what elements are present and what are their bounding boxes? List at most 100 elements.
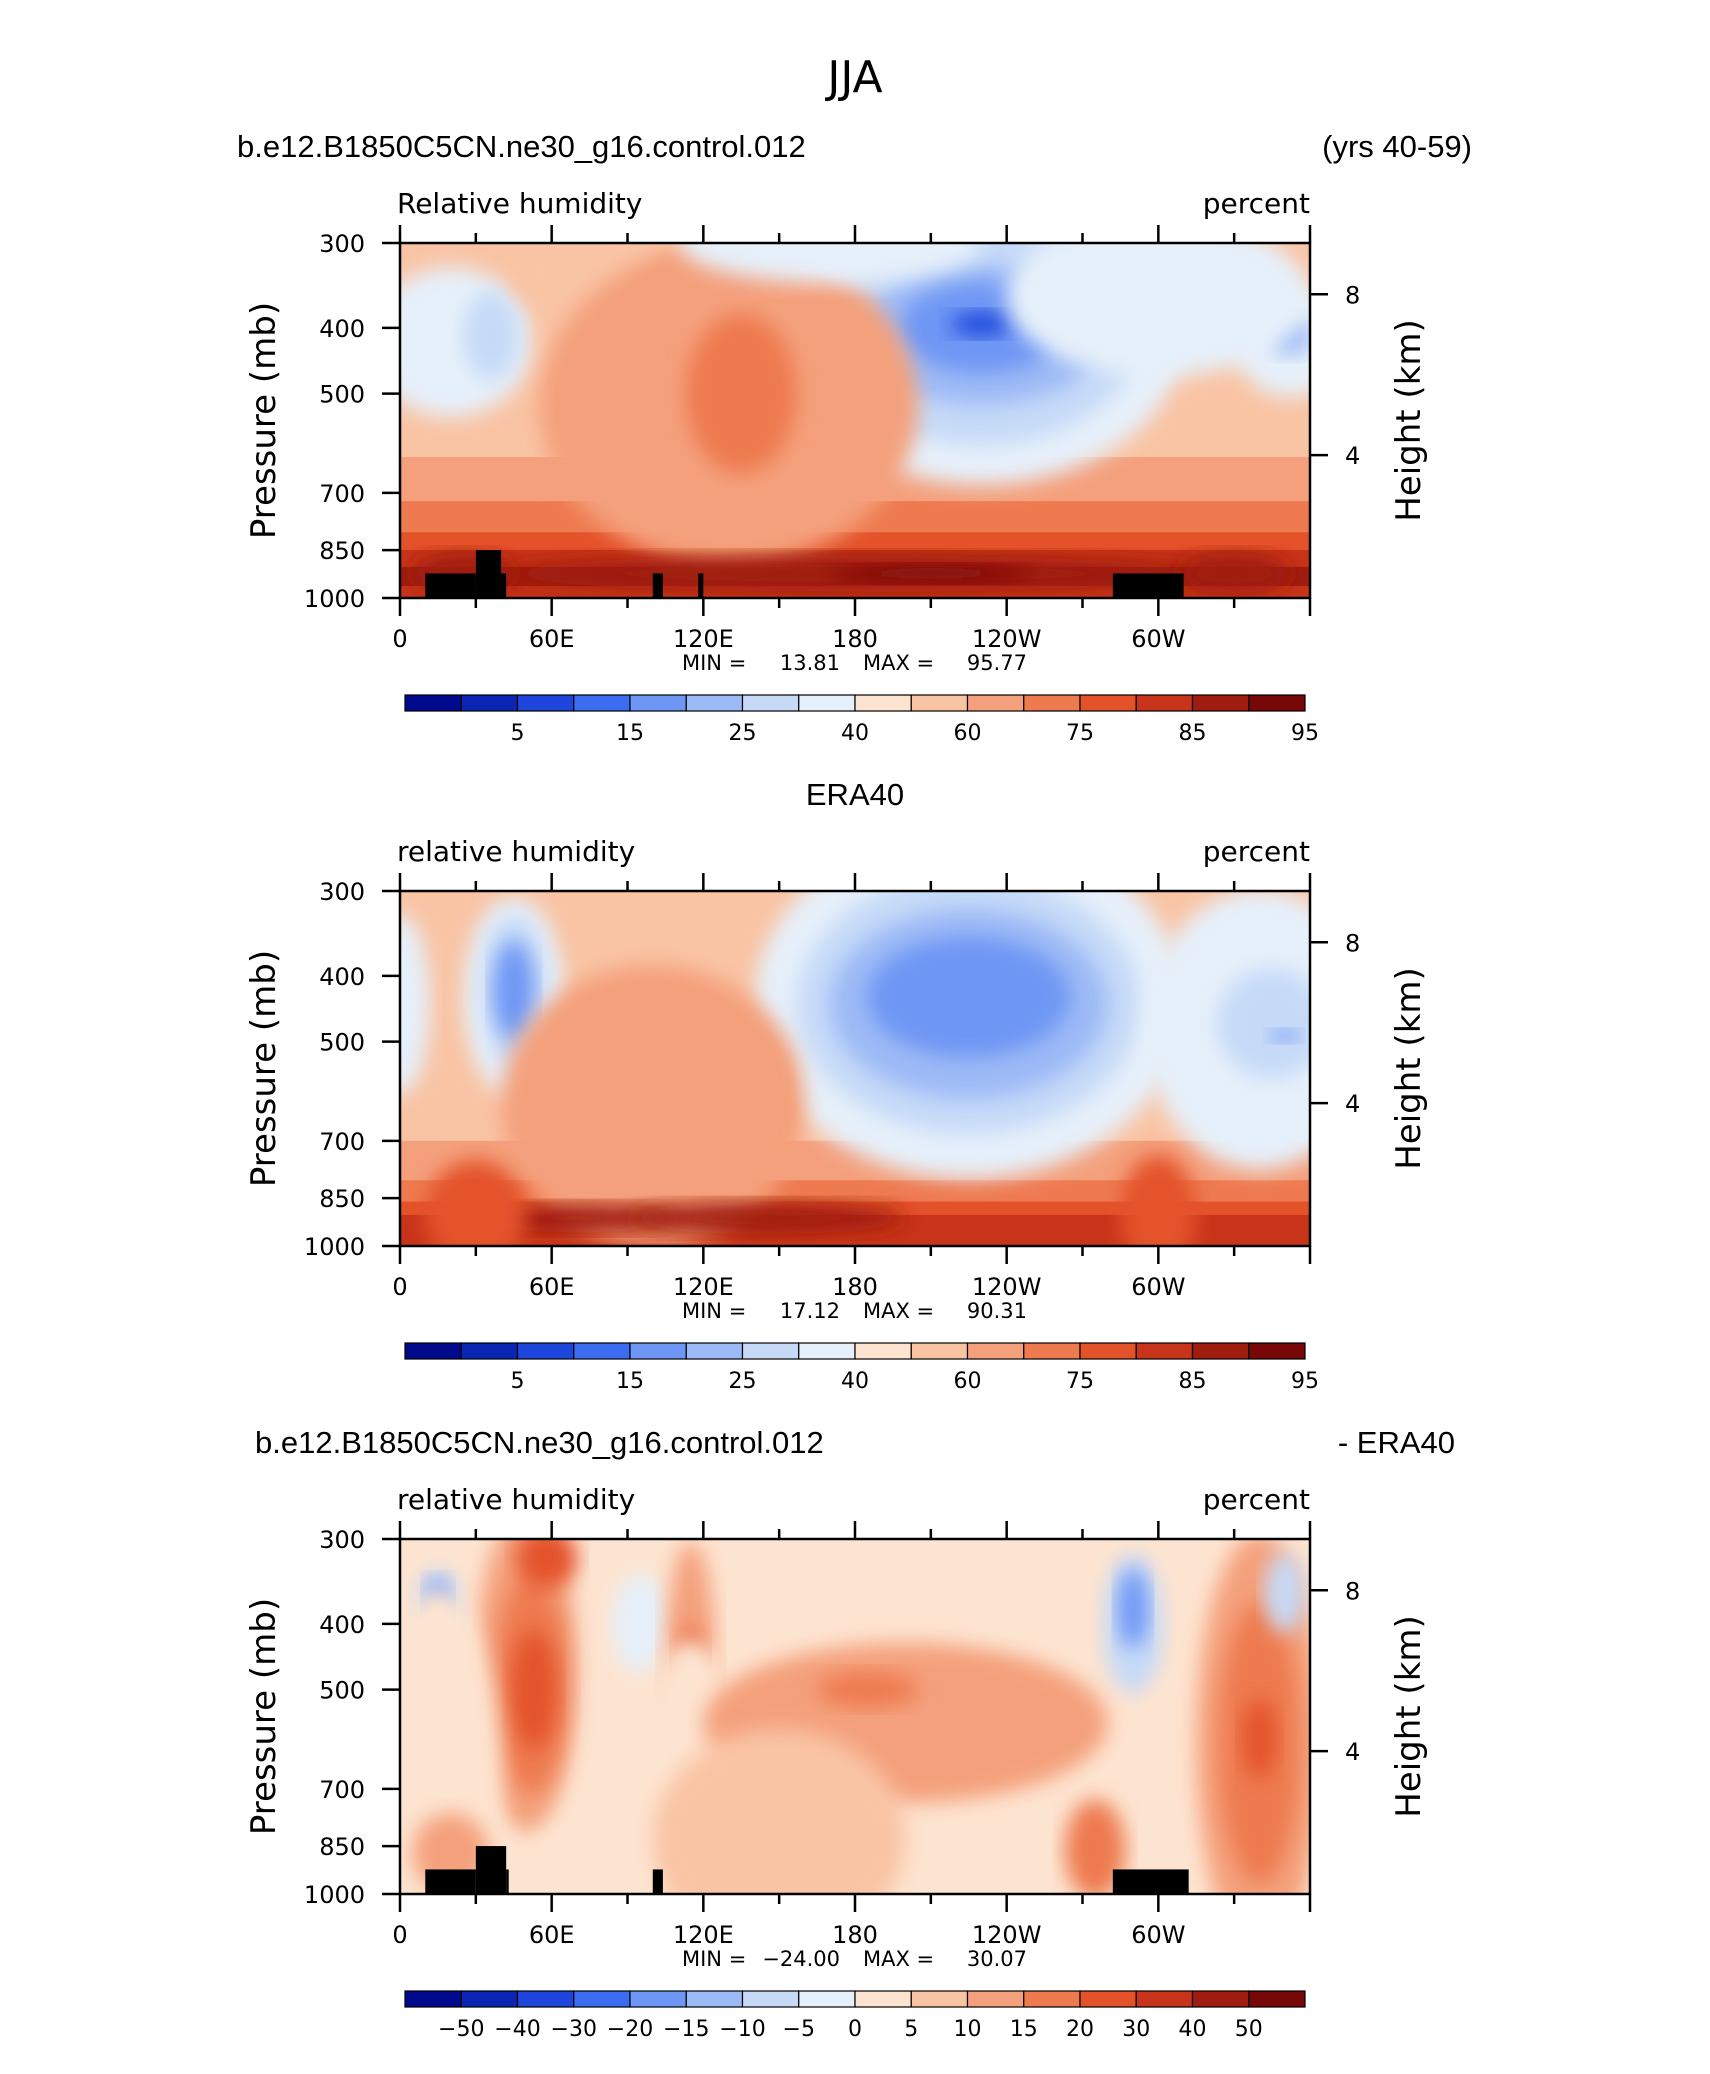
contour-blob — [400, 913, 431, 1094]
colorbar-label: 5 — [511, 721, 525, 746]
height-tick-label: 4 — [1345, 1090, 1360, 1118]
colorbar-swatch — [966, 1990, 1025, 2008]
colorbar-swatch — [1079, 1990, 1137, 2008]
height-tick-label: 4 — [1345, 1738, 1360, 1766]
colorbar-label: 95 — [1291, 1369, 1319, 1394]
y-tick-label: 1000 — [304, 585, 365, 613]
panel-header-center: ERA40 — [806, 777, 904, 812]
height-tick-label: 8 — [1345, 1577, 1360, 1605]
panel-header-left: b.e12.B1850C5CN.ne30_g16.control.012 — [255, 1425, 824, 1460]
colorbar-label: 50 — [1235, 2017, 1263, 2042]
colorbar-swatch — [798, 694, 856, 712]
x-tick-label: 120W — [972, 1921, 1042, 1949]
y-axis-label-height: Height (km) — [1389, 319, 1429, 522]
colorbar-swatch — [573, 694, 631, 712]
colorbar-label: 10 — [954, 2017, 982, 2042]
min-value: 13.81 — [780, 651, 840, 675]
y-tick-label: 300 — [319, 230, 365, 258]
x-tick-label: 0 — [392, 625, 407, 653]
x-tick-label: 60E — [529, 1921, 575, 1949]
topography-mask — [425, 1869, 476, 1894]
colorbar-swatch — [854, 694, 912, 712]
topography-mask — [475, 550, 502, 598]
x-tick-label: 60W — [1131, 1921, 1185, 1949]
colorbar-label: 0 — [848, 2017, 862, 2042]
colorbar-label: 15 — [616, 721, 644, 746]
colorbar-label: 40 — [1179, 2017, 1207, 2042]
panel-header-right: - ERA40 — [1338, 1425, 1455, 1460]
colorbar-label: 75 — [1066, 721, 1094, 746]
contour-blob — [627, 1202, 906, 1235]
x-tick-label: 0 — [392, 1273, 407, 1301]
x-tick-label: 60E — [529, 1273, 575, 1301]
contour-blob — [425, 1159, 527, 1246]
colorbar-swatch — [1079, 1342, 1137, 1360]
colorbar-swatch — [741, 1990, 800, 2008]
y-tick-label: 850 — [319, 537, 365, 565]
colorbar-swatch — [1135, 1342, 1194, 1360]
y-tick-label: 500 — [319, 381, 365, 409]
colorbar-label: 25 — [729, 1369, 757, 1394]
contour-blob — [1120, 1154, 1197, 1246]
x-tick-label: 120W — [972, 625, 1042, 653]
units-label: percent — [1203, 1483, 1310, 1516]
colorbar-swatch — [629, 1990, 687, 2008]
panel-model: b.e12.B1850C5CN.ne30_g16.control.012 (yrs… — [237, 129, 1472, 746]
y-tick-label: 700 — [319, 1776, 365, 1804]
figure-title: JJA — [824, 52, 882, 103]
contour-blob — [1117, 1568, 1149, 1649]
colorbar-label: −50 — [438, 2017, 484, 2042]
panel-header-left: b.e12.B1850C5CN.ne30_g16.control.012 — [237, 129, 806, 164]
colorbar-swatch — [910, 694, 969, 712]
colorbar-swatch — [854, 1342, 912, 1360]
contour-blob — [1178, 553, 1290, 594]
topography-mask — [1112, 1869, 1189, 1894]
max-label: MAX = — [863, 1299, 934, 1323]
contour-blob — [829, 565, 1032, 582]
colorbar-swatch — [910, 1990, 969, 2008]
y-tick-label: 1000 — [304, 1233, 365, 1261]
contour-blob — [612, 1573, 668, 1674]
contour-blob — [1216, 968, 1310, 1079]
contour-blob — [1064, 1799, 1126, 1894]
y-tick-label: 850 — [319, 1833, 365, 1861]
max-value: 90.31 — [967, 1299, 1027, 1323]
contour-blob — [1006, 243, 1310, 377]
units-label: percent — [1203, 187, 1310, 220]
x-tick-label: 120E — [673, 1921, 734, 1949]
colorbar-swatch — [404, 694, 462, 712]
colorbar-swatch — [1135, 1990, 1194, 2008]
colorbar-swatch — [460, 694, 519, 712]
units-label: percent — [1203, 835, 1310, 868]
max-value: 30.07 — [967, 1947, 1027, 1971]
min-value: 17.12 — [780, 1299, 840, 1323]
contour-blob — [400, 1588, 502, 1894]
min-label: MIN = — [682, 1299, 746, 1323]
min-label: MIN = — [682, 1947, 746, 1971]
contour-blob — [501, 965, 805, 1246]
y-axis-label-pressure: Pressure (mb) — [244, 1598, 284, 1835]
colorbar-swatch — [516, 1342, 575, 1360]
colorbar-swatch — [573, 1990, 631, 2008]
contour-field — [400, 891, 1310, 1246]
colorbar-label: 85 — [1179, 721, 1207, 746]
contour-band — [400, 585, 1310, 598]
colorbar-swatch — [1023, 694, 1081, 712]
colorbar-label: −20 — [607, 2017, 653, 2042]
colorbar-swatch — [966, 1342, 1025, 1360]
contour-blob — [951, 312, 1012, 337]
colorbar-swatch — [1248, 1342, 1306, 1360]
colorbar-label: −5 — [783, 2017, 815, 2042]
colorbar-swatch — [798, 1342, 856, 1360]
colorbar-label: 95 — [1291, 721, 1319, 746]
x-tick-label: 120E — [673, 625, 734, 653]
colorbar-swatch — [1248, 1990, 1306, 2008]
colorbar-swatch — [1079, 694, 1137, 712]
x-tick-label: 180 — [832, 625, 878, 653]
topography-mask — [652, 573, 663, 598]
colorbar-label: 60 — [954, 721, 982, 746]
x-tick-label: 180 — [832, 1273, 878, 1301]
topography-mask — [425, 573, 476, 598]
colorbar-swatch — [966, 694, 1025, 712]
y-tick-label: 700 — [319, 1128, 365, 1156]
